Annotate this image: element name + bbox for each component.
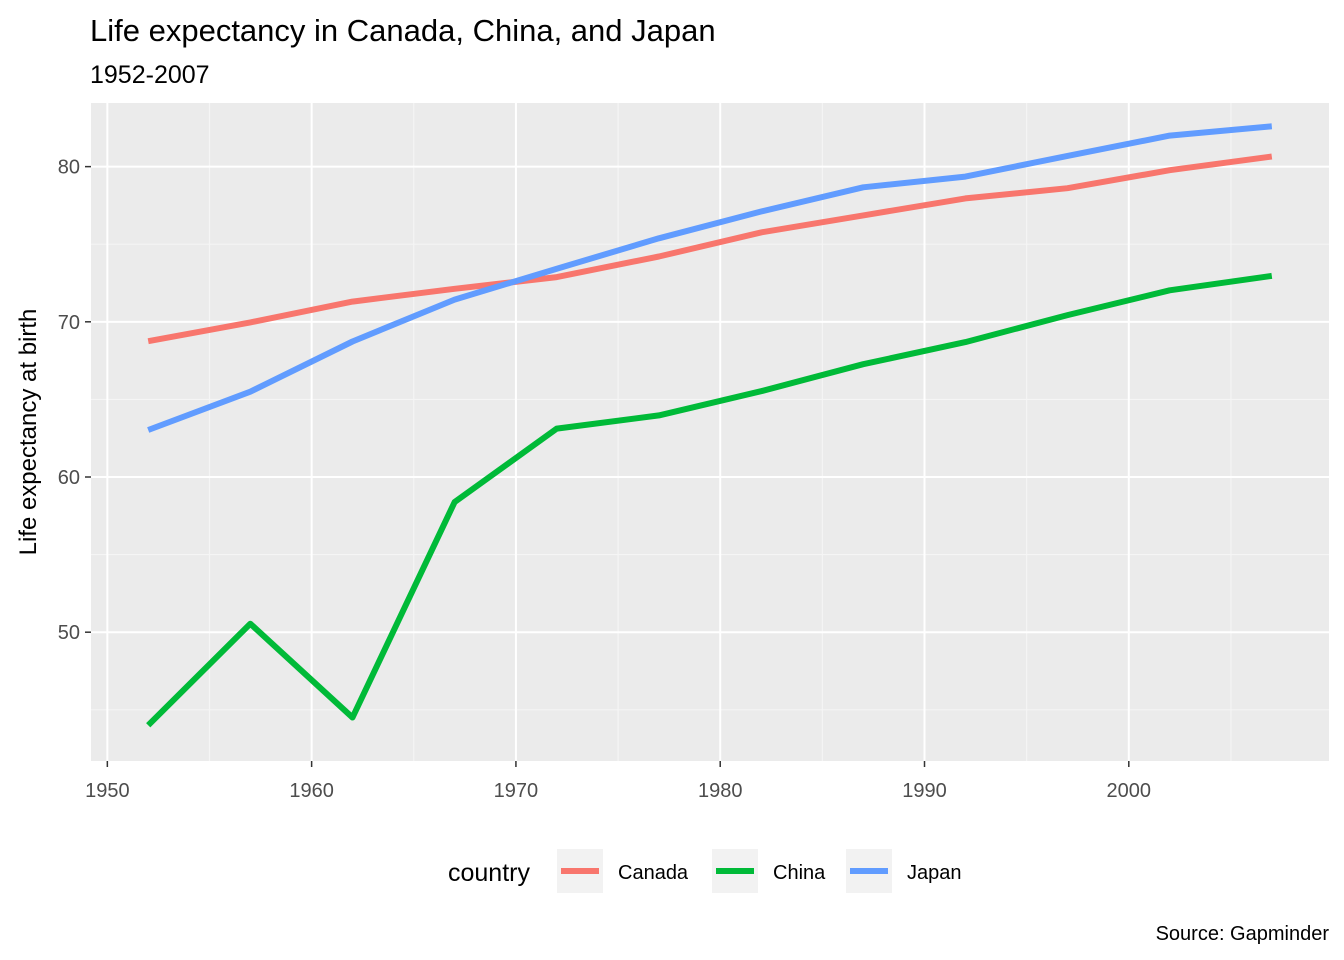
chart-title: Life expectancy in Canada, China, and Ja… [90, 13, 716, 48]
x-tick-label: 2000 [1107, 780, 1152, 802]
minor-gridlines [91, 103, 1329, 761]
x-axis: 1950 1960 1970 1980 1990 2000 [85, 761, 1151, 802]
legend-title: country [448, 859, 530, 887]
y-tick-label: 50 [58, 622, 80, 644]
x-tick-label: 1970 [494, 780, 539, 802]
series-line-china [146, 272, 1273, 728]
x-tick-label: 1960 [289, 780, 334, 802]
plot-panel [91, 103, 1329, 761]
y-tick-label: 60 [58, 467, 80, 489]
x-tick-label: 1950 [85, 780, 130, 802]
y-tick-label: 80 [58, 157, 80, 179]
x-tick-label: 1990 [902, 780, 947, 802]
source-caption: Source: Gapminder [1156, 923, 1330, 945]
series-line-japan [147, 123, 1273, 433]
series-line-canada [147, 153, 1273, 345]
major-gridlines [91, 103, 1329, 761]
y-tick-label: 70 [58, 312, 80, 334]
legend: country Canada China Japan [448, 849, 962, 893]
series-lines [146, 123, 1273, 728]
legend-label-china: China [773, 862, 826, 884]
legend-label-canada: Canada [618, 862, 689, 884]
chart-subtitle: 1952-2007 [90, 61, 210, 89]
y-axis-title: Life expectancy at birth [15, 309, 42, 556]
y-axis: 50 60 70 80 [58, 157, 91, 644]
x-tick-label: 1980 [698, 780, 743, 802]
legend-label-japan: Japan [907, 862, 962, 884]
